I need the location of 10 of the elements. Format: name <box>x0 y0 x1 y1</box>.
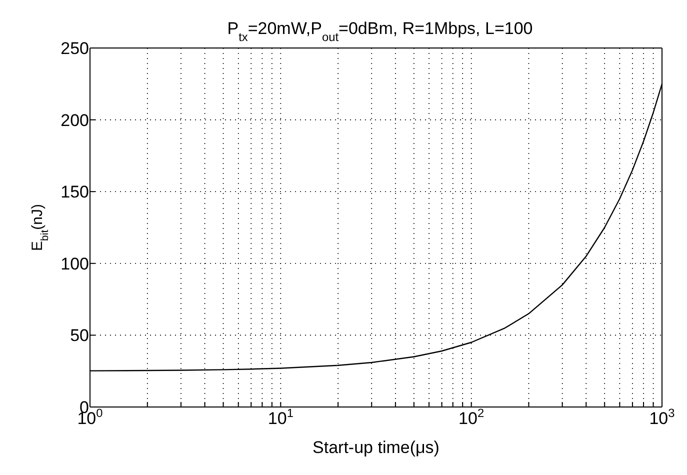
chart-title: P$_{tx}$=20mW,P$_{out}$=0dBm, R=1Mbps, L=100 <box>227 19 533 44</box>
x-tick-label: 10$^{3}$ <box>649 406 676 428</box>
y-tick-label: 250 <box>60 39 89 58</box>
y-tick-label: 200 <box>60 110 89 130</box>
y-tick-label: 100 <box>60 254 89 274</box>
x-tick-label: 10$^{2}$ <box>458 406 484 428</box>
y-tick-label: 50 <box>70 326 89 346</box>
x-axis-title: Start-up time(μs) <box>312 438 440 457</box>
x-tick-label: 10$^{1}$ <box>268 406 294 428</box>
y-tick-label: 150 <box>60 182 89 202</box>
